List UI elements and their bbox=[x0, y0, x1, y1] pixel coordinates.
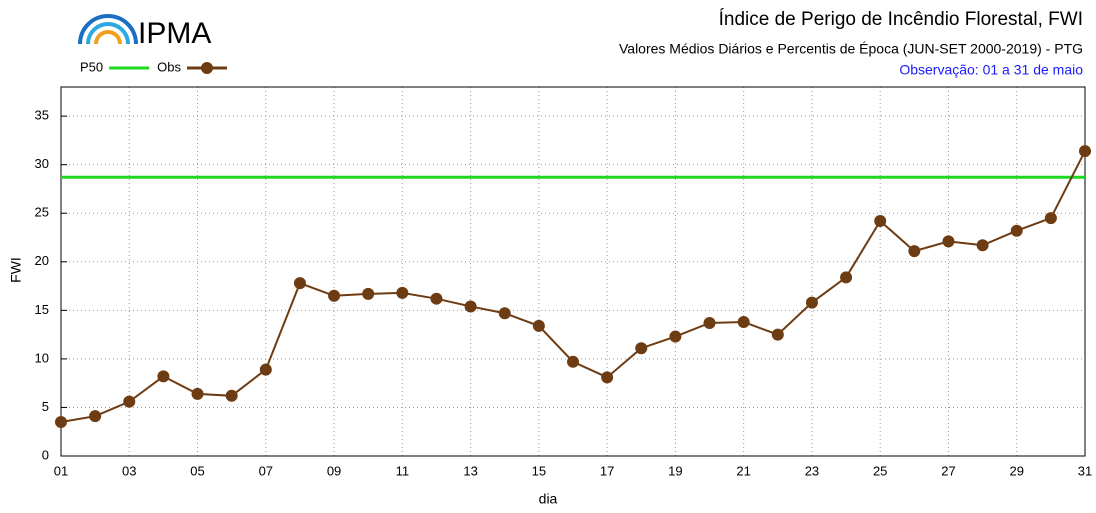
x-tick-label: 05 bbox=[190, 463, 204, 478]
data-point bbox=[430, 292, 443, 305]
data-point bbox=[874, 215, 887, 228]
logo-icon bbox=[78, 14, 138, 45]
chart-title: Índice de Perigo de Incêndio Florestal, … bbox=[719, 9, 1083, 30]
x-tick-label: 31 bbox=[1078, 463, 1092, 478]
plot-frame bbox=[60, 86, 1086, 457]
data-line bbox=[60, 150, 1086, 423]
x-tick-label: 01 bbox=[54, 463, 68, 478]
data-point bbox=[191, 387, 204, 400]
x-tick-label: 11 bbox=[396, 463, 410, 478]
data-point bbox=[840, 271, 853, 284]
data-point bbox=[976, 239, 989, 252]
x-tick-label: 03 bbox=[122, 463, 136, 478]
data-point bbox=[601, 371, 614, 384]
data-point bbox=[55, 416, 67, 429]
data-point bbox=[396, 286, 409, 299]
chart-subtitle: Observação: 01 a 31 de maio bbox=[899, 62, 1083, 78]
x-tick-label: 13 bbox=[463, 463, 477, 478]
logo-text: IPMA bbox=[138, 17, 211, 50]
data-point bbox=[532, 319, 545, 332]
legend-marker bbox=[200, 62, 213, 74]
y-axis-label: FWI bbox=[8, 257, 24, 283]
x-tick-label: 09 bbox=[327, 463, 341, 478]
data-point bbox=[703, 316, 716, 329]
legend-label: Obs bbox=[157, 59, 181, 74]
y-tick-label: 5 bbox=[42, 399, 49, 414]
data-point bbox=[805, 296, 818, 309]
x-tick-label: 23 bbox=[805, 463, 819, 478]
x-tick-label: 25 bbox=[873, 463, 887, 478]
y-tick-label: 0 bbox=[42, 447, 49, 462]
x-tick-label: 15 bbox=[532, 463, 546, 478]
data-point bbox=[1044, 212, 1057, 225]
data-point bbox=[942, 235, 955, 248]
data-point bbox=[225, 389, 238, 402]
data-point bbox=[498, 307, 511, 320]
data-point bbox=[908, 245, 921, 258]
data-point bbox=[464, 300, 477, 313]
chart-subtitle: Valores Médios Diários e Percentis de Ép… bbox=[619, 41, 1083, 57]
data-point bbox=[737, 315, 750, 328]
data-point bbox=[157, 370, 170, 383]
y-tick-label: 10 bbox=[35, 350, 49, 365]
data-point bbox=[362, 287, 375, 300]
data-point bbox=[567, 355, 579, 368]
data-point bbox=[259, 363, 272, 376]
data-point bbox=[328, 289, 341, 302]
data-point bbox=[771, 328, 784, 341]
data-point bbox=[1010, 224, 1023, 237]
y-tick-label: 25 bbox=[35, 205, 49, 220]
legend-label: P50 bbox=[80, 59, 103, 74]
data-point bbox=[123, 395, 136, 408]
x-axis-label: dia bbox=[539, 491, 558, 507]
x-tick-label: 27 bbox=[941, 463, 955, 478]
data-point bbox=[293, 277, 306, 290]
x-tick-label: 17 bbox=[600, 463, 614, 478]
y-tick-label: 15 bbox=[35, 302, 49, 317]
y-tick-label: 20 bbox=[35, 253, 49, 268]
data-point bbox=[635, 342, 648, 355]
x-tick-label: 29 bbox=[1009, 463, 1023, 478]
data-point bbox=[669, 330, 682, 343]
data-point bbox=[89, 410, 102, 423]
y-tick-label: 35 bbox=[35, 108, 49, 123]
data-point bbox=[1079, 145, 1091, 158]
x-tick-label: 19 bbox=[668, 463, 682, 478]
x-tick-label: 07 bbox=[259, 463, 273, 478]
x-tick-label: 21 bbox=[736, 463, 750, 478]
y-tick-label: 30 bbox=[35, 156, 49, 171]
